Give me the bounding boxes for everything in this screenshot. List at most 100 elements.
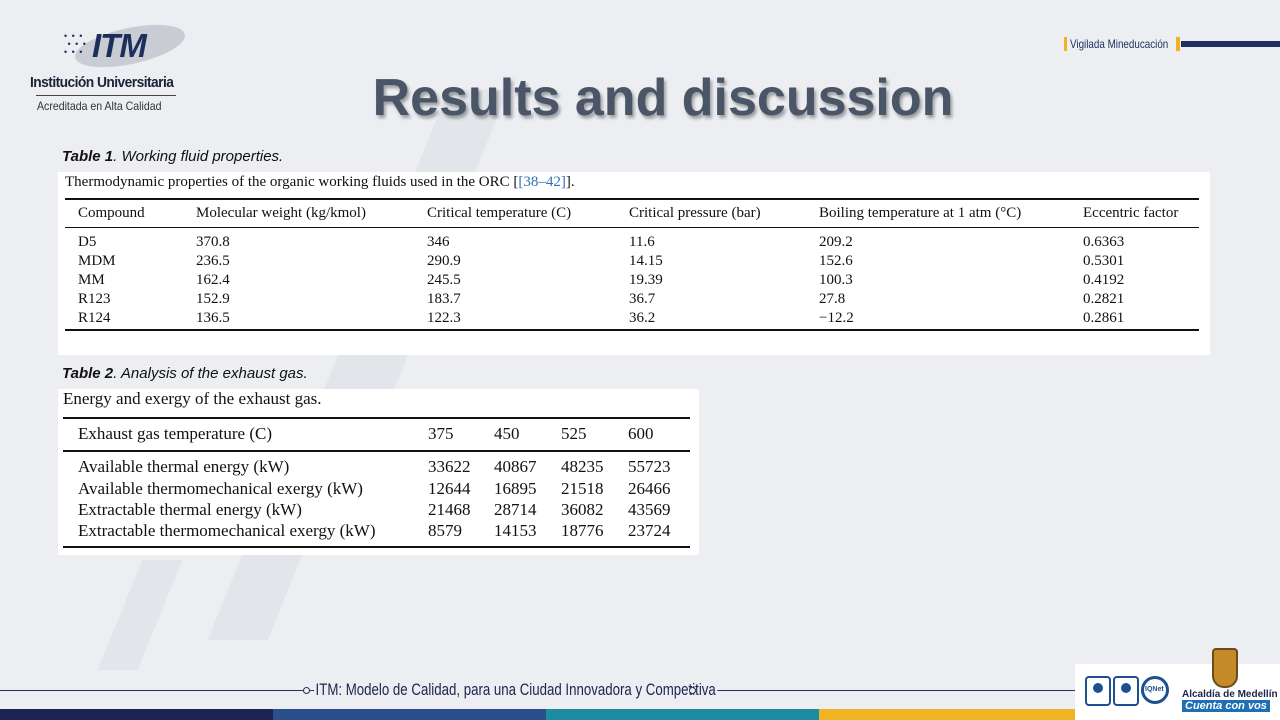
- table2-header-cell: Exhaust gas temperature (C): [78, 424, 273, 443]
- table1-cell: 290.9: [427, 253, 461, 269]
- table1-header-cell: Eccentric factor: [1083, 205, 1179, 221]
- vigilada-text: Vigilada Mineducación: [1070, 37, 1169, 51]
- table1-top-rule: [65, 198, 1199, 200]
- table2-cell: 28714: [494, 500, 537, 519]
- table1-cell: 0.2861: [1083, 310, 1125, 326]
- table2-cell: 16895: [494, 479, 537, 498]
- table1-caption: Table 1. Working fluid properties.: [62, 148, 283, 165]
- table1-cell: 152.9: [196, 291, 230, 307]
- table1-cell: 236.5: [196, 253, 230, 269]
- table1-cell: 19.39: [629, 272, 663, 288]
- table1-cell: 162.4: [196, 272, 230, 288]
- table1-cell: 14.15: [629, 253, 663, 269]
- medellin-name: Alcaldía de Medellín: [1182, 689, 1278, 700]
- institution-name: Institución Universitaria: [30, 74, 174, 91]
- table2-cell: 36082: [561, 500, 604, 519]
- table1-cell: 0.2821: [1083, 291, 1125, 307]
- table1-cell: 36.2: [629, 310, 656, 326]
- vigilada-accent: [1064, 37, 1067, 51]
- table1-cell: 27.8: [819, 291, 846, 307]
- table1-cell: 245.5: [427, 272, 461, 288]
- table1-cell: 136.5: [196, 310, 230, 326]
- table2-cell: 14153: [494, 521, 537, 540]
- table2-cell: Extractable thermal energy (kW): [78, 500, 302, 519]
- table2-cell: 12644: [428, 479, 471, 498]
- table1-cell: 11.6: [629, 234, 655, 250]
- vigilada-line: [1181, 41, 1280, 47]
- table2-cell: 40867: [494, 457, 537, 476]
- table1-cell: 36.7: [629, 291, 656, 307]
- table2-header-cell: 525: [561, 424, 587, 443]
- logo-wordmark: ITM: [92, 27, 147, 64]
- footer-motto: ITM: Modelo de Calidad, para una Ciudad …: [314, 680, 718, 700]
- accreditation-text: Acreditada en Alta Calidad: [37, 99, 162, 113]
- logo-swoosh-icon: [75, 24, 185, 68]
- iqnet-icon: [1141, 676, 1169, 704]
- table1-cell: −12.2: [819, 310, 854, 326]
- table2-cell: 33622: [428, 457, 471, 476]
- color-bar: [819, 709, 1280, 720]
- table2-cell: Extractable thermomechanical exergy (kW): [78, 521, 376, 540]
- table1-cell: MDM: [78, 253, 116, 269]
- table2-cell: 18776: [561, 521, 604, 540]
- table1-reference-link[interactable]: [38–42]: [518, 174, 566, 190]
- medellin-shield-icon: [1212, 648, 1238, 688]
- table1-header-cell: Compound: [78, 205, 145, 221]
- table1-cell: 0.5301: [1083, 253, 1125, 269]
- table2-header-cell: 600: [628, 424, 654, 443]
- slide-title: Results and discussion: [372, 69, 954, 127]
- footer-dot-icon: [303, 687, 310, 694]
- table1-header-rule: [65, 227, 1199, 228]
- table1-caption-label: Table 1: [62, 148, 114, 165]
- table2-bottom-rule: [63, 546, 690, 548]
- table1-description: Thermodynamic properties of the organic …: [65, 174, 575, 191]
- table2-cell: Available thermal energy (kW): [78, 457, 290, 476]
- table2-caption-text: . Analysis of the exhaust gas.: [113, 365, 308, 382]
- table1-caption-text: . Working fluid properties.: [113, 148, 284, 165]
- table2-cell: Available thermomechanical exergy (kW): [78, 479, 363, 498]
- color-bar: [0, 709, 273, 720]
- footer-logos: Alcaldía de Medellín Cuenta con vos: [1075, 648, 1280, 720]
- table2-top-rule: [63, 417, 690, 419]
- table1-cell: 122.3: [427, 310, 461, 326]
- color-bar: [546, 709, 819, 720]
- table1-cell: 183.7: [427, 291, 461, 307]
- table1-cell: 0.4192: [1083, 272, 1125, 288]
- table2-caption: Table 2. Analysis of the exhaust gas.: [62, 365, 308, 382]
- certification-icon: [1113, 676, 1139, 706]
- color-bar: [273, 709, 546, 720]
- table2-header-cell: 450: [494, 424, 520, 443]
- table1: Thermodynamic properties of the organic …: [58, 172, 1210, 355]
- table1-cell: MM: [78, 272, 105, 288]
- table2-cell: 8579: [428, 521, 462, 540]
- table2-cell: 43569: [628, 500, 671, 519]
- table1-cell: 152.6: [819, 253, 853, 269]
- table2-header-cell: 375: [428, 424, 454, 443]
- itm-logo: • • • • • • • • • ITM Institución Univers…: [30, 24, 185, 124]
- table1-cell: 100.3: [819, 272, 853, 288]
- table1-cell: 370.8: [196, 234, 230, 250]
- table1-cell: 346: [427, 234, 450, 250]
- vigilada-accent: [1176, 37, 1180, 51]
- table1-cell: R123: [78, 291, 111, 307]
- table1-header-cell: Critical pressure (bar): [629, 205, 761, 221]
- certification-icon: [1085, 676, 1111, 706]
- table1-cell: R124: [78, 310, 111, 326]
- footer-dot-icon: [689, 687, 696, 694]
- table2-cell: 48235: [561, 457, 604, 476]
- table1-cell: D5: [78, 234, 97, 250]
- background-stripe: [97, 560, 183, 670]
- table1-cell: 209.2: [819, 234, 853, 250]
- table2-header-rule: [63, 450, 690, 452]
- table1-description-end: ].: [565, 174, 575, 190]
- medellin-slogan: Cuenta con vos: [1182, 700, 1270, 712]
- table2-cell: 26466: [628, 479, 671, 498]
- table1-description-text: Thermodynamic properties of the organic …: [65, 174, 519, 190]
- footer-color-bars: [0, 709, 1280, 720]
- table2-caption-label: Table 2: [62, 365, 114, 382]
- table2: Energy and exergy of the exhaust gas. Ex…: [58, 389, 699, 555]
- table2-cell: 21468: [428, 500, 471, 519]
- table1-header-cell: Critical temperature (C): [427, 205, 572, 221]
- table2-cell: 21518: [561, 479, 604, 498]
- vigilada-badge: Vigilada Mineducación: [1064, 36, 1280, 52]
